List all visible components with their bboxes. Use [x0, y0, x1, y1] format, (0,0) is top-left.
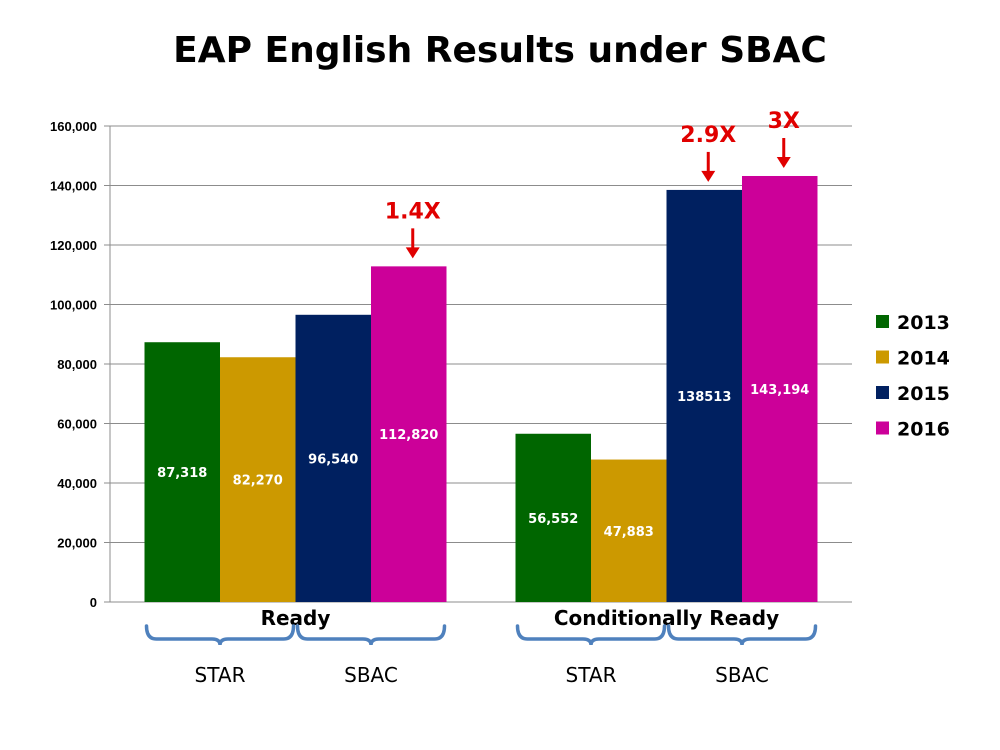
bar: [220, 357, 296, 602]
data-label: 112,820: [379, 428, 438, 443]
legend-swatch: [876, 315, 889, 328]
legend-swatch: [876, 421, 889, 435]
bar: [371, 266, 447, 602]
group-label: SBAC: [344, 663, 398, 687]
legend-swatch: [876, 386, 889, 399]
annotation-label: 1.4X: [385, 199, 441, 224]
x-category-label: Ready: [261, 606, 331, 630]
y-tick-label: 120,000: [50, 238, 97, 253]
data-label: 47,883: [604, 525, 654, 540]
annotation-label: 2.9X: [680, 123, 736, 148]
data-label: 138513: [677, 390, 731, 405]
legend-label: 2016: [897, 419, 950, 441]
data-label: 87,318: [157, 466, 207, 481]
annotation-arrowhead: [701, 170, 716, 182]
y-tick-label: 80,000: [57, 357, 97, 372]
group-label: STAR: [566, 663, 617, 687]
annotation-arrowhead: [776, 156, 791, 168]
data-label: 96,540: [308, 452, 358, 467]
group-bracket: [515, 624, 667, 646]
legend-label: 2014: [897, 348, 950, 370]
bar: [742, 175, 818, 602]
data-label: 56,552: [528, 512, 578, 527]
y-tick-label: 20,000: [57, 536, 97, 551]
group-bracket: [666, 624, 818, 646]
data-label: 82,270: [233, 474, 283, 489]
y-tick-label: 100,000: [50, 298, 97, 313]
chart-title: EAP English Results under SBAC: [173, 30, 827, 71]
y-tick-label: 0: [90, 595, 97, 610]
legend-label: 2013: [897, 312, 950, 334]
data-label: 143,194: [750, 383, 809, 398]
bar: [295, 314, 371, 602]
legend-label: 2015: [897, 383, 950, 405]
group-bracket: [295, 624, 447, 646]
bar: [666, 189, 742, 602]
group-label: SBAC: [715, 663, 769, 687]
bar: [591, 459, 667, 602]
legend-swatch: [876, 350, 889, 364]
y-tick-label: 40,000: [57, 476, 97, 491]
y-tick-label: 160,000: [50, 119, 97, 134]
group-bracket: [144, 624, 296, 646]
annotation-label: 3X: [768, 109, 800, 134]
annotation-arrowhead: [405, 247, 420, 259]
x-category-label: Conditionally Ready: [554, 606, 779, 630]
y-tick-label: 60,000: [57, 417, 97, 432]
bar: [515, 433, 591, 602]
y-tick-label: 140,000: [50, 179, 97, 194]
bar: [144, 342, 220, 602]
group-label: STAR: [195, 663, 246, 687]
